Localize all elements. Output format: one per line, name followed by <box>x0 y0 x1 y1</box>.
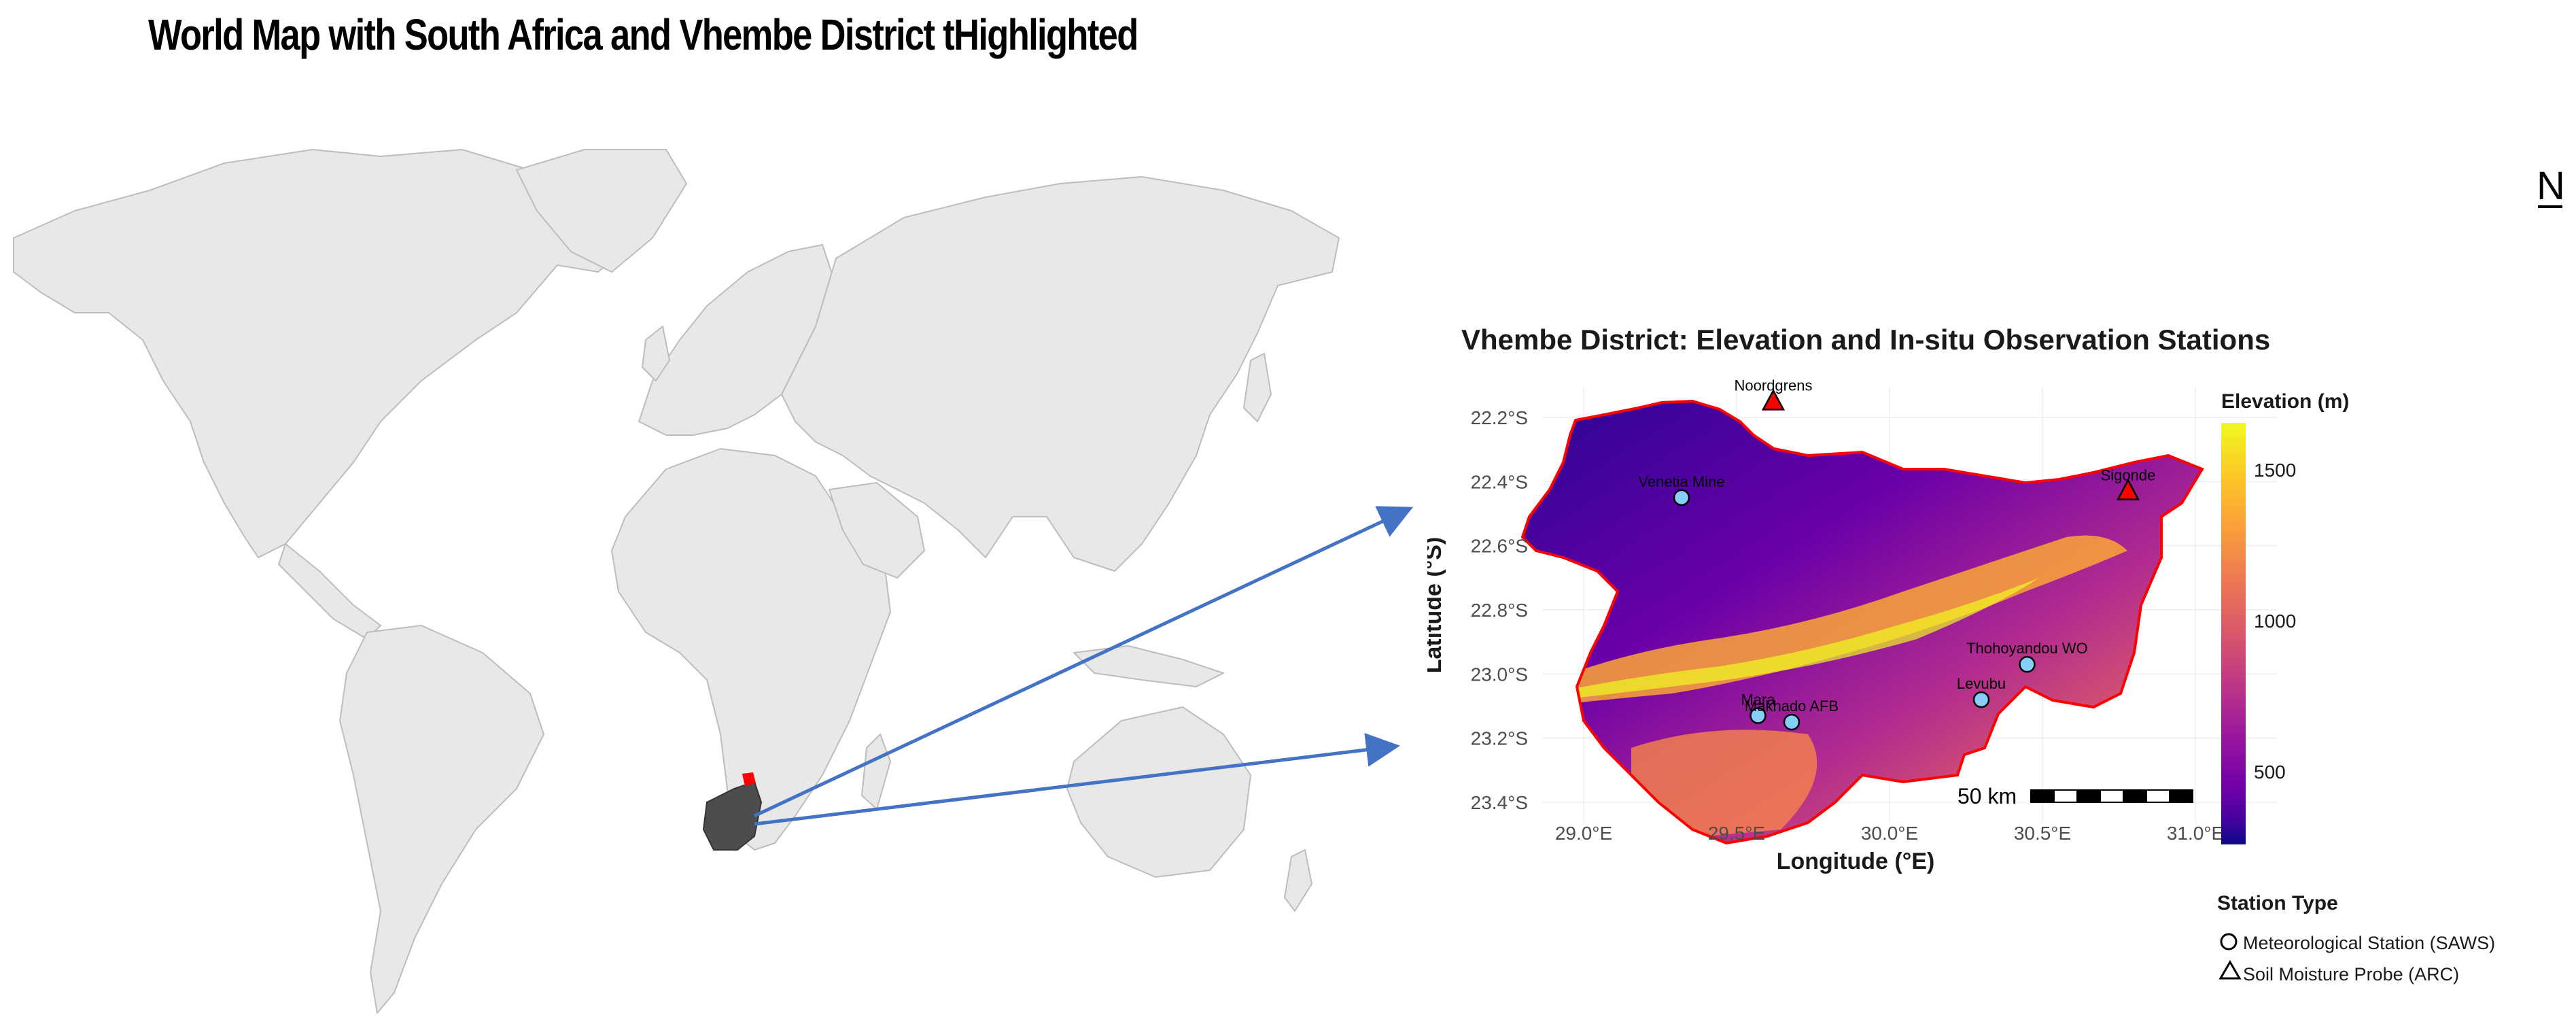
x-tick-label: 29.0°E <box>1555 823 1612 844</box>
north-america <box>13 149 680 558</box>
station-label: Venetia Mine <box>1638 473 1724 490</box>
vhembe-panel-title: Vhembe District: Elevation and In-situ O… <box>1461 324 2271 356</box>
japan <box>1243 353 1272 422</box>
soutpansberg-ridge <box>1536 535 2127 707</box>
colorbar-tick-1000: 1000 <box>2254 611 2297 632</box>
x-tick-label: 31.0°E <box>2167 823 2224 844</box>
southern-highlands <box>1631 730 1817 843</box>
south-america <box>339 625 544 1014</box>
station-label: Makhado AFB <box>1745 698 1839 715</box>
south-africa-highlight <box>702 781 763 851</box>
legend-item-arc: Soil Moisture Probe (ARC) <box>2243 964 2460 984</box>
world-map <box>13 149 1340 1014</box>
soil-probe-marker <box>2116 478 2140 500</box>
greenland <box>516 149 687 273</box>
scale-bar-label: 50 km <box>1957 784 2017 808</box>
soil-probe-marker <box>1761 388 1786 411</box>
y-tick-label: 23.4°S <box>1471 792 1528 813</box>
uk <box>642 326 670 381</box>
asia <box>781 176 1340 572</box>
madagascar <box>861 734 891 810</box>
north-arrow: N <box>2537 164 2565 208</box>
y-tick-label: 23.0°S <box>1471 664 1528 685</box>
station-label: Thohoyandou WO <box>1966 640 2088 657</box>
met-station-marker <box>1783 713 1800 731</box>
y-tick-label: 22.8°S <box>1471 600 1528 621</box>
station-label: Sigonde <box>2101 466 2156 483</box>
ridge-core <box>1550 578 2039 700</box>
elevation-legend-title: Elevation (m) <box>2221 390 2350 413</box>
new-zealand <box>1284 849 1312 912</box>
elevation-colorbar <box>2221 423 2246 844</box>
y-tick-label: 23.2°S <box>1471 728 1528 749</box>
vhembe-highlight <box>742 772 756 786</box>
y-tick-label: 22.6°S <box>1471 536 1528 557</box>
legend-circle-icon <box>2220 933 2238 950</box>
legend-triangle-icon <box>2218 960 2242 980</box>
colorbar-tick-500: 500 <box>2254 761 2286 783</box>
scale-bar <box>2030 789 2193 803</box>
page-title: World Map with South Africa and Vhembe D… <box>148 10 1138 59</box>
y-tick-label: 22.4°S <box>1471 471 1528 492</box>
x-tick-label: 30.5°E <box>2014 823 2071 844</box>
australia <box>1066 706 1251 878</box>
met-station-marker <box>1972 691 1990 708</box>
x-tick-label: 29.5°E <box>1708 823 1765 844</box>
station-label: Mara <box>1741 691 1775 708</box>
x-axis-label: Longitude (°E) <box>1777 849 1935 874</box>
north-arrow-underline <box>2538 205 2562 208</box>
colorbar-tick-1500: 1500 <box>2254 460 2297 481</box>
met-station-marker <box>1673 489 1690 507</box>
vhembe-elevation-map: 29.0°E 29.5°E 30.0°E 30.5°E 31.0°E 22.2°S 22.… <box>1427 377 2284 874</box>
legend-item-saws: Meteorological Station (SAWS) <box>2243 933 2496 953</box>
x-tick-label: 30.0°E <box>1861 823 1918 844</box>
station-label: Noordgrens <box>1735 377 1813 394</box>
indonesia <box>1073 645 1224 687</box>
station-label: Levubu <box>1957 675 2006 692</box>
central-america <box>278 543 381 640</box>
station-legend-title: Station Type <box>2217 892 2338 914</box>
met-station-marker <box>2019 655 2036 673</box>
y-tick-label: 22.2°S <box>1471 407 1528 428</box>
met-station-marker <box>1750 707 1766 724</box>
y-axis-label: Latitude (°S) <box>1427 537 1446 674</box>
